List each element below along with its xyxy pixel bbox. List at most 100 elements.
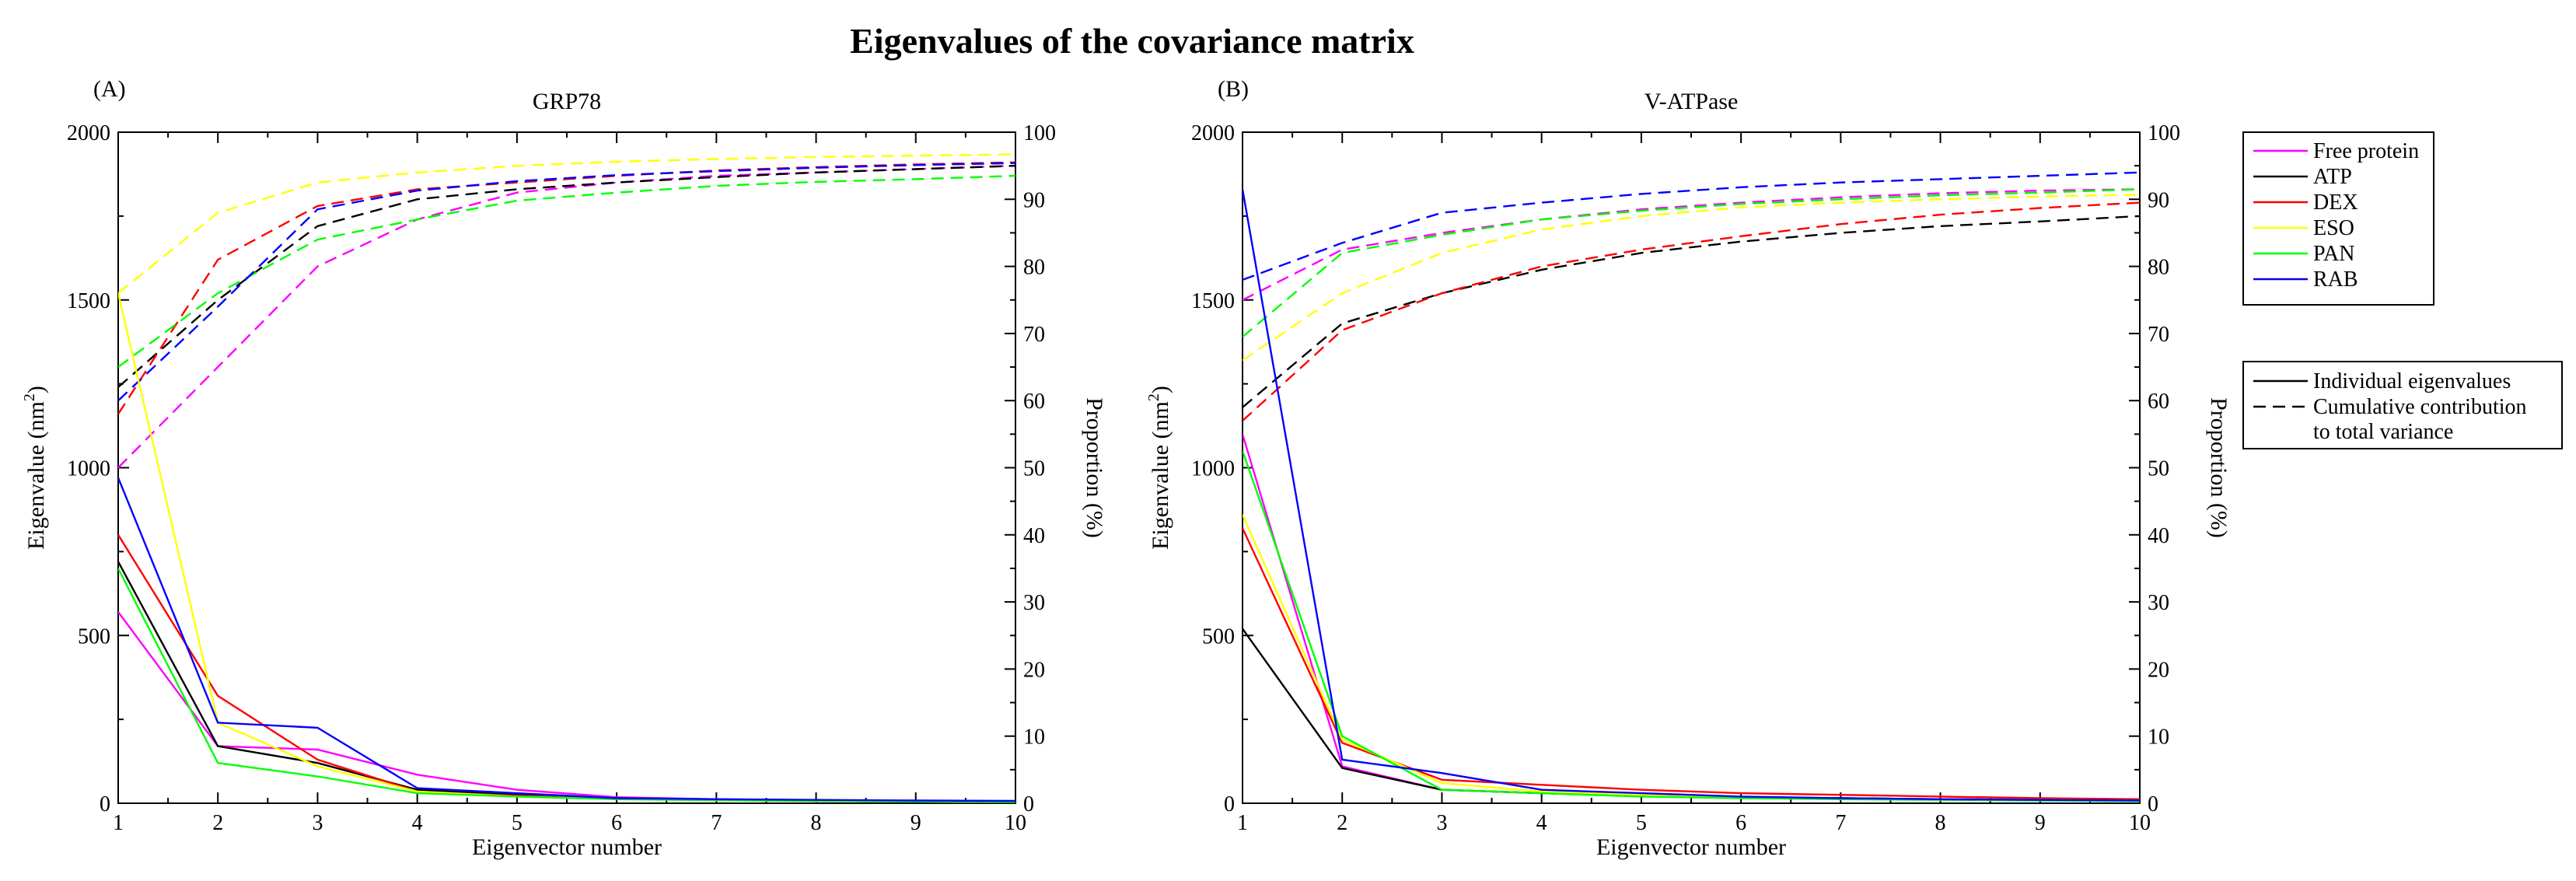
cumulative-line-atp xyxy=(1243,215,2140,408)
x-tick-label: 9 xyxy=(911,811,921,835)
y-tick-label: 0 xyxy=(100,792,110,816)
eigenvalue-line-dex xyxy=(1243,527,2140,800)
eigenvalue-line-pan xyxy=(1243,450,2140,802)
y2-tick-label: 30 xyxy=(1023,591,1045,615)
series-group xyxy=(118,153,1015,803)
legend-label: Individual eigenvalues xyxy=(2313,369,2511,393)
x-tick-label: 8 xyxy=(1935,811,1946,835)
y-tick-label: 2000 xyxy=(1191,121,1235,145)
y2-tick-label: 80 xyxy=(2148,256,2169,280)
legend-label: PAN xyxy=(2313,242,2354,266)
x-tick-label: 3 xyxy=(1436,811,1447,835)
y-tick-label: 1500 xyxy=(1191,289,1235,313)
x-tick-label: 3 xyxy=(312,811,323,835)
legend-box xyxy=(2242,361,2563,449)
x-tick-label: 5 xyxy=(512,811,523,835)
y2-tick-label: 20 xyxy=(1023,658,1045,682)
eigenvalue-line-pan xyxy=(118,568,1015,803)
y2-axis-label: Proportion (%) xyxy=(1082,397,1107,538)
y-tick-label: 0 xyxy=(1224,792,1235,816)
legend-box xyxy=(2242,131,2434,306)
y2-tick-label: 0 xyxy=(1023,792,1034,816)
cumulative-line-eso xyxy=(118,153,1015,295)
cumulative-line-rab xyxy=(118,162,1015,402)
x-tick-label: 1 xyxy=(1237,811,1248,835)
y2-tick-label: 90 xyxy=(2148,188,2169,212)
y-axis-label-close: ) xyxy=(1148,386,1173,393)
y-tick-label: 2000 xyxy=(67,121,110,145)
x-tick-label: 4 xyxy=(1536,811,1547,835)
y2-tick-label: 70 xyxy=(2148,323,2169,347)
eigenvalue-line-eso xyxy=(118,292,1015,803)
y-tick-label: 1000 xyxy=(67,457,110,481)
y-tick-label: 1500 xyxy=(67,289,110,313)
cumulative-line-dex xyxy=(1243,201,2140,421)
y2-tick-label: 20 xyxy=(2148,658,2169,682)
x-tick-label: 4 xyxy=(412,811,423,835)
legend-label: Cumulative contribution xyxy=(2313,395,2527,419)
y2-axis-label: Proportion (%) xyxy=(2206,397,2232,538)
x-axis-label: Eigenvector number xyxy=(472,834,662,860)
x-axis-label: Eigenvector number xyxy=(1596,834,1786,860)
y-tick-label: 500 xyxy=(78,624,110,649)
eigenvalue-line-rab xyxy=(118,477,1015,802)
x-tick-label: 10 xyxy=(2129,811,2151,835)
plot-frame xyxy=(117,131,1016,804)
y-axis-label: Eigenvalue (nm2) xyxy=(21,386,49,550)
y-axis-label-main: Eigenvalue (nm xyxy=(23,401,49,550)
eigenvalue-line-eso xyxy=(1243,514,2140,802)
panel-tag: (A) xyxy=(93,76,126,102)
legend-label: DEX xyxy=(2313,191,2358,215)
y2-tick-label: 80 xyxy=(1023,256,1045,280)
y2-tick-label: 90 xyxy=(1023,188,1045,212)
legend-label: to total variance xyxy=(2313,420,2453,444)
y-axis-label: Eigenvalue (nm2) xyxy=(1145,386,1173,550)
y-axis-label-close: ) xyxy=(23,386,49,393)
x-tick-label: 7 xyxy=(711,811,722,835)
y2-tick-label: 100 xyxy=(1023,121,1056,145)
y-axis-label-main: Eigenvalue (nm xyxy=(1148,401,1173,550)
panel-title: GRP78 xyxy=(533,89,601,114)
eigenvalue-line-atp xyxy=(1243,628,2140,802)
x-tick-label: 8 xyxy=(811,811,822,835)
panel-tag: (B) xyxy=(1218,76,1249,102)
legend-label: ATP xyxy=(2313,165,2352,189)
cumulative-line-dex xyxy=(118,161,1015,415)
y2-tick-label: 40 xyxy=(1023,524,1045,548)
panel-title: V-ATPase xyxy=(1645,89,1739,114)
y2-tick-label: 100 xyxy=(2148,121,2180,145)
eigenvalue-line-atp xyxy=(118,561,1015,803)
eigenvalue-line-free-protein xyxy=(118,611,1015,803)
cumulative-line-atp xyxy=(118,165,1015,388)
x-tick-label: 7 xyxy=(1835,811,1846,835)
y2-tick-label: 50 xyxy=(1023,457,1045,481)
x-tick-label: 2 xyxy=(212,811,223,835)
x-tick-label: 1 xyxy=(113,811,124,835)
legend-label: RAB xyxy=(2313,267,2358,292)
series-group xyxy=(1243,171,2140,802)
x-tick-label: 5 xyxy=(1636,811,1647,835)
x-tick-label: 2 xyxy=(1337,811,1347,835)
eigenvalue-line-dex xyxy=(118,534,1015,803)
y-tick-label: 1000 xyxy=(1191,457,1235,481)
eigenvalue-line-free-protein xyxy=(1243,433,2140,802)
x-tick-label: 6 xyxy=(1735,811,1746,835)
x-tick-label: 9 xyxy=(2035,811,2046,835)
eigenvalue-line-rab xyxy=(1243,189,2140,802)
y2-tick-label: 60 xyxy=(1023,390,1045,414)
legend-label: Free protein xyxy=(2313,139,2419,163)
y2-tick-label: 30 xyxy=(2148,591,2169,615)
cumulative-line-pan xyxy=(118,174,1015,368)
y2-tick-label: 10 xyxy=(1023,725,1045,750)
y-axis-label-sup: 2 xyxy=(1145,393,1162,401)
y-tick-label: 500 xyxy=(1202,624,1235,649)
x-tick-label: 6 xyxy=(611,811,622,835)
y2-tick-label: 70 xyxy=(1023,323,1045,347)
chart-panel-b: (B) V-ATPase 1 2 3 4 5 6 7 8 9 100 500 1000 1500 2000 0 1… xyxy=(1145,76,2232,860)
legend-label: ESO xyxy=(2313,216,2354,240)
cumulative-line-free-protein xyxy=(118,165,1015,469)
